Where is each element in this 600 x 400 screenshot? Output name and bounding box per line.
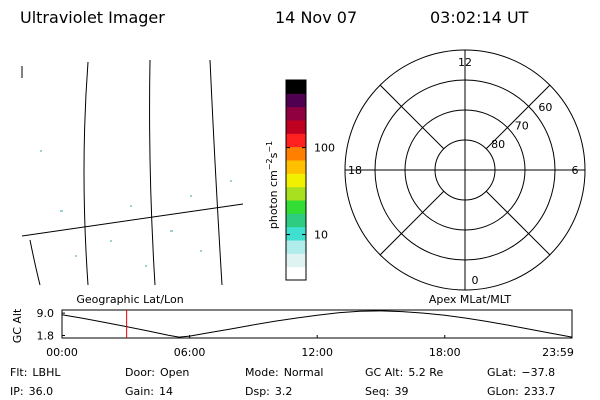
colorbar-cell <box>286 253 306 268</box>
alt-frame <box>61 309 573 339</box>
x-tick-label: 23:59 <box>542 346 574 359</box>
x-tick-label: 00:00 <box>46 346 78 359</box>
x-tick-label: 06:00 <box>174 346 206 359</box>
lat-label: 70 <box>515 120 529 133</box>
colorbar-cell <box>286 93 306 108</box>
unit-part: −1 <box>265 141 274 153</box>
info-item: IP: 36.0 <box>10 385 53 398</box>
colorbar-tick-label: 100 <box>314 142 335 155</box>
info-value: −37.8 <box>521 366 555 379</box>
meridian <box>209 59 223 286</box>
info-item: GC Alt: 5.2 Re <box>365 366 443 379</box>
colorbar-cell <box>286 240 306 254</box>
info-item: Seq: 39 <box>365 385 408 398</box>
parallel <box>21 203 244 237</box>
lat-label: 80 <box>491 138 505 151</box>
info-value: 5.2 Re <box>408 366 443 379</box>
colorbar-tick-label: 10 <box>314 229 328 242</box>
colorbar-cell <box>286 200 306 214</box>
info-label: GLat: <box>487 366 516 379</box>
alt-ylabel: GC Alt <box>11 308 24 343</box>
colorbar-cell <box>286 186 306 201</box>
date: 14 Nov 07 <box>275 8 357 27</box>
geo-map <box>21 59 244 286</box>
info-label: IP: <box>10 385 24 398</box>
time: 03:02:14 UT <box>430 8 529 27</box>
geo-label: Geographic Lat/Lon <box>76 293 183 306</box>
colorbar-cell <box>286 146 306 161</box>
info-value: 39 <box>394 385 408 398</box>
colorbar-cell <box>286 226 306 241</box>
info-label: Seq: <box>365 385 389 398</box>
colorbar-unit: photon cm−2s−1 <box>265 141 280 229</box>
diagonal <box>485 190 551 256</box>
info-item: Mode: Normal <box>245 366 324 379</box>
info-label: GC Alt: <box>365 366 403 379</box>
meridian <box>83 61 89 286</box>
colorbar-cell <box>286 160 306 174</box>
info-value: 233.7 <box>524 385 556 398</box>
info-label: Mode: <box>245 366 279 379</box>
meridian <box>29 239 41 286</box>
y-tick-label: 1.8 <box>37 330 55 343</box>
altitude-line <box>61 310 573 338</box>
title: Ultraviolet Imager <box>20 8 165 27</box>
info-item: Flt: LBHL <box>10 366 61 379</box>
info-label: Gain: <box>125 385 154 398</box>
colorbar-cell <box>286 106 306 121</box>
info-value: 3.2 <box>275 385 293 398</box>
meridian <box>149 59 156 286</box>
diagonal <box>379 84 445 150</box>
info-item: GLon: 233.7 <box>487 385 555 398</box>
colorbar-frame <box>285 79 307 281</box>
info-value: 14 <box>159 385 173 398</box>
info-item: Door: Open <box>125 366 189 379</box>
apex-label: Apex MLat/MLT <box>429 293 512 306</box>
info-value: 36.0 <box>29 385 54 398</box>
info-label: Flt: <box>10 366 27 379</box>
faint-emission <box>40 150 232 267</box>
info-value: Normal <box>284 366 324 379</box>
unit-part: photon cm <box>267 170 280 229</box>
mlt-label: 6 <box>572 164 579 177</box>
colorbar-cell <box>286 80 306 94</box>
diagonal <box>485 84 551 150</box>
info-value: LBHL <box>32 366 61 379</box>
mlt-label: 18 <box>348 164 362 177</box>
diagonal <box>379 190 445 256</box>
info-label: Dsp: <box>245 385 270 398</box>
info-item: GLat: −37.8 <box>487 366 555 379</box>
unit-part: −2 <box>265 158 274 170</box>
info-item: Dsp: 3.2 <box>245 385 292 398</box>
info-value: Open <box>160 366 189 379</box>
info-label: GLon: <box>487 385 519 398</box>
x-tick-label: 18:00 <box>429 346 461 359</box>
colorbar-cell <box>286 173 306 188</box>
lat-label: 60 <box>538 101 552 114</box>
colorbar-cell <box>286 213 306 228</box>
unit-part: s <box>267 152 280 158</box>
y-tick-label: 9.0 <box>37 307 55 320</box>
x-tick-label: 12:00 <box>301 346 333 359</box>
info-label: Door: <box>125 366 155 379</box>
mlt-label: 12 <box>458 56 472 69</box>
colorbar-cell <box>286 120 306 134</box>
mlt-label: 0 <box>472 274 479 287</box>
colorbar-cell <box>286 133 306 148</box>
colorbar-cell <box>286 266 306 281</box>
info-item: Gain: 14 <box>125 385 173 398</box>
